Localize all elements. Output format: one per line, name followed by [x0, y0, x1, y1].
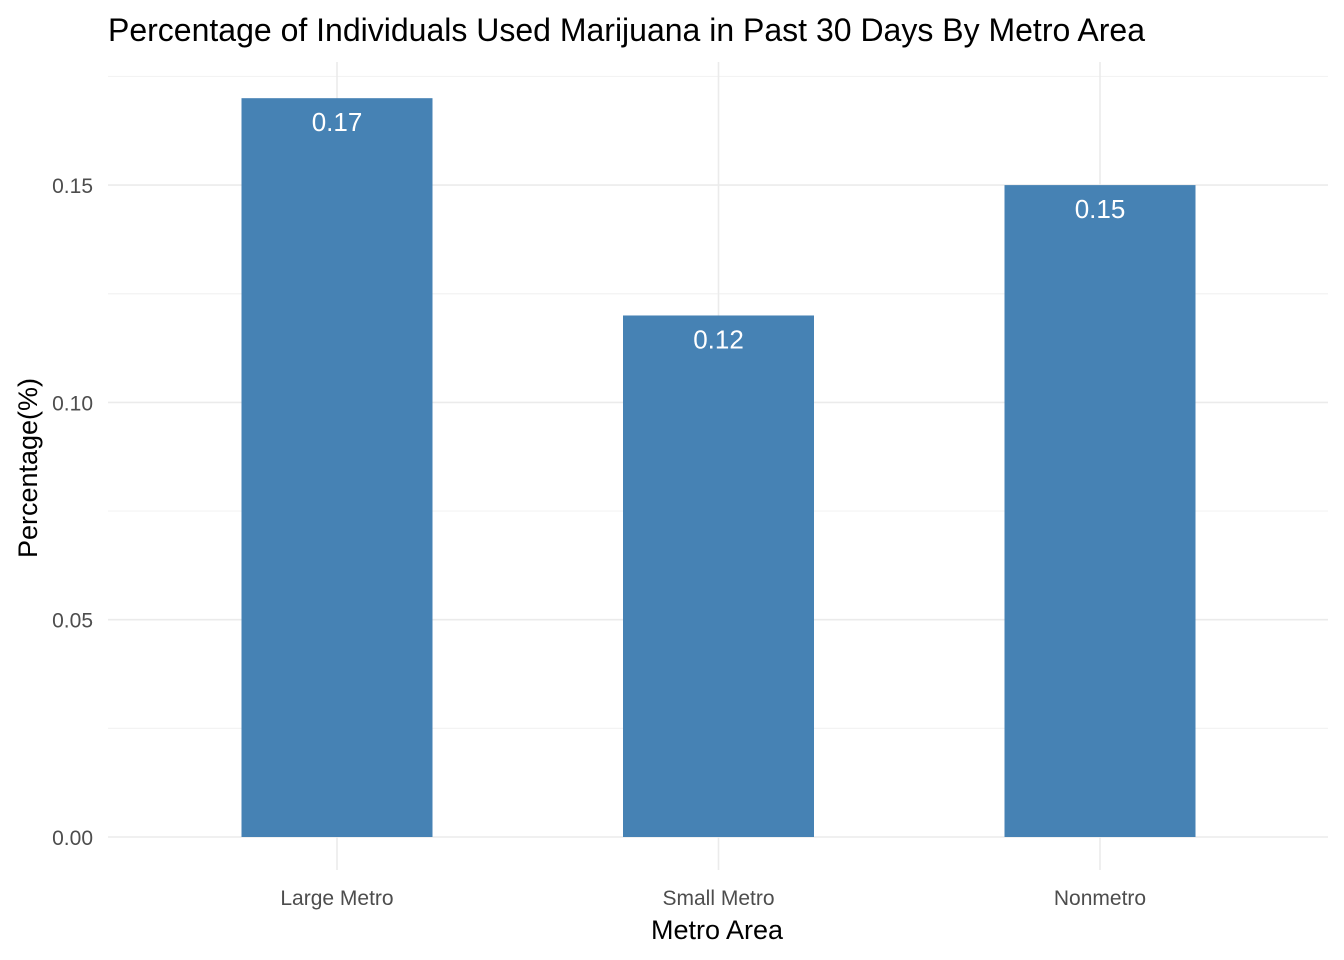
bar-value-label: 0.15 — [1075, 194, 1126, 224]
x-axis-title: Metro Area — [651, 915, 784, 945]
bar — [241, 98, 433, 838]
bars — [241, 98, 1196, 838]
y-tick-label: 0.05 — [52, 610, 93, 633]
y-tick-label: 0.00 — [52, 827, 93, 850]
bar — [1004, 185, 1196, 838]
x-tick-label: Small Metro — [662, 887, 774, 910]
bar-value-label: 0.17 — [312, 107, 363, 137]
x-tick-label: Large Metro — [280, 887, 393, 910]
y-tick-label: 0.15 — [52, 175, 93, 198]
chart-title: Percentage of Individuals Used Marijuana… — [108, 12, 1145, 48]
x-tick-label: Nonmetro — [1054, 887, 1146, 910]
y-tick-label: 0.10 — [52, 392, 93, 415]
bar — [623, 315, 814, 838]
x-axis-tick-labels: Large Metro Small Metro Nonmetro — [280, 887, 1146, 910]
bar-value-label: 0.12 — [693, 324, 744, 354]
bar-value-labels: 0.17 0.12 0.15 — [312, 107, 1126, 354]
y-axis-tick-labels: 0.00 0.05 0.10 0.15 — [52, 175, 93, 850]
y-axis-title: Percentage(%) — [13, 378, 43, 558]
